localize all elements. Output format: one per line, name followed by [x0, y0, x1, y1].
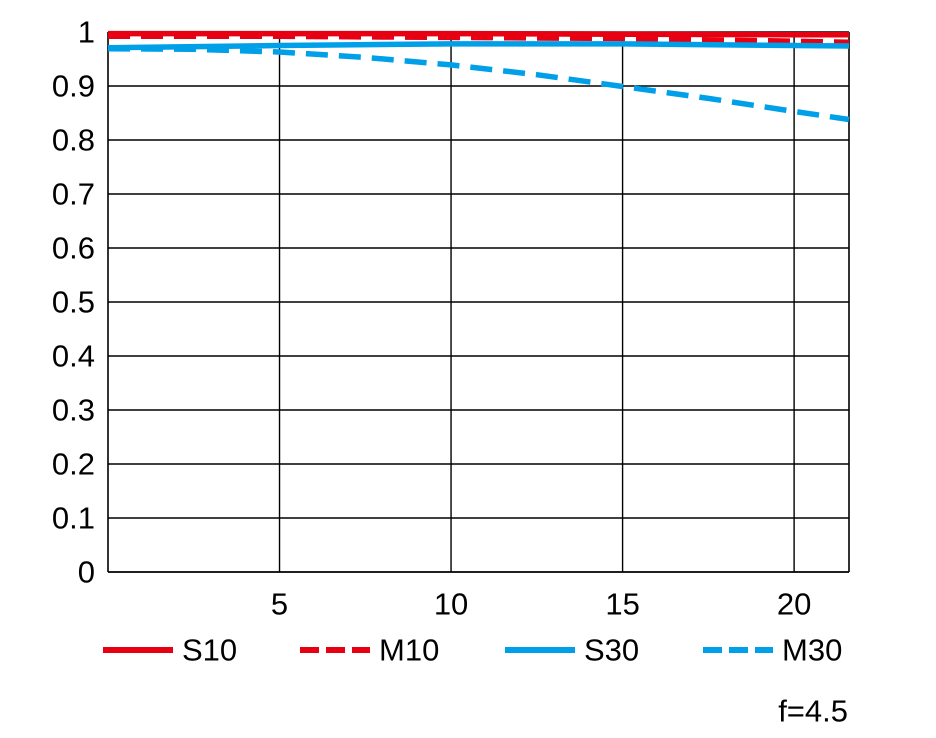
legend-item-s10: S10: [103, 633, 237, 668]
aperture-annotation: f=4.5: [778, 694, 848, 729]
y-tick-label: 0.3: [52, 393, 95, 428]
x-tick-label: 10: [434, 587, 468, 622]
x-tick-label: 20: [777, 587, 811, 622]
y-tick-label: 0.6: [52, 231, 95, 266]
series-layer: [107, 30, 850, 123]
legend-item-m10: M10: [300, 633, 439, 668]
legend-item-m30: M30: [703, 633, 842, 668]
y-tick-label: 0.4: [52, 339, 95, 374]
y-tick-label: 0.9: [52, 69, 95, 104]
legend-label: S10: [182, 633, 237, 668]
y-tick-label: 0.2: [52, 447, 95, 482]
y-tick-label: 1: [78, 15, 95, 50]
x-tick-label: 15: [605, 587, 639, 622]
series-line-s30: [107, 41, 850, 51]
plot-grid: [107, 31, 850, 573]
x-tick-label: 5: [271, 587, 288, 622]
series-line-m30: [107, 45, 850, 123]
tick-labels: 1 0.9 0.8 0.7 0.6 0.5 0.4 0.3 0.2 0.1 0 5 10 15 20: [52, 15, 811, 622]
legend: S10 M10 S30 M30: [103, 633, 842, 668]
legend-label: M30: [782, 633, 842, 668]
legend-label: S30: [584, 633, 639, 668]
y-tick-label: 0.7: [52, 177, 95, 212]
legend-label: M10: [379, 633, 439, 668]
y-tick-label: 0.5: [52, 285, 95, 320]
y-tick-label: 0.1: [52, 501, 95, 536]
series-line-m10: [108, 33, 850, 46]
y-tick-label: 0: [78, 555, 95, 590]
y-tick-label: 0.8: [52, 123, 95, 158]
legend-item-s30: S30: [505, 633, 639, 668]
